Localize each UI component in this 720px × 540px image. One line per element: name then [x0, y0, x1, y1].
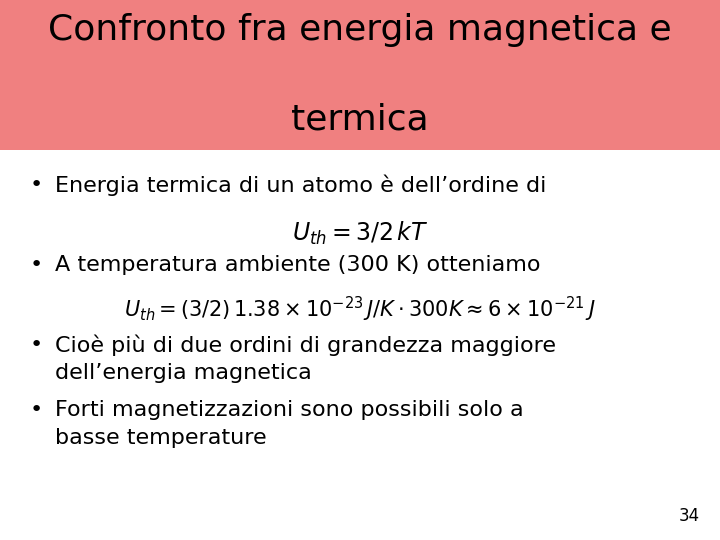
Text: •: •: [30, 255, 43, 275]
Text: Confronto fra energia magnetica e: Confronto fra energia magnetica e: [48, 13, 672, 47]
Text: $U_{th} = 3/2\,kT$: $U_{th} = 3/2\,kT$: [292, 220, 428, 247]
Text: •: •: [30, 335, 43, 355]
Text: dell’energia magnetica: dell’energia magnetica: [55, 363, 312, 383]
Text: •: •: [30, 175, 43, 195]
Text: $U_{th} = (3/2)\,1.38 \times 10^{-23}\,J/K\cdot 300K \approx 6 \times 10^{-21}\,: $U_{th} = (3/2)\,1.38 \times 10^{-23}\,J…: [125, 295, 595, 324]
Text: 34: 34: [679, 507, 700, 525]
Text: basse temperature: basse temperature: [55, 428, 266, 448]
Text: Energia termica di un atomo è dell’ordine di: Energia termica di un atomo è dell’ordin…: [55, 175, 546, 197]
Text: termica: termica: [291, 103, 429, 137]
Bar: [0, 0, 720, 150]
Text: Cioè più di due ordini di grandezza maggiore: Cioè più di due ordini di grandezza magg…: [55, 335, 556, 356]
Text: A temperatura ambiente (300 K) otteniamo: A temperatura ambiente (300 K) otteniamo: [55, 255, 541, 275]
Text: •: •: [30, 400, 43, 420]
Text: Forti magnetizzazioni sono possibili solo a: Forti magnetizzazioni sono possibili sol…: [55, 400, 523, 420]
